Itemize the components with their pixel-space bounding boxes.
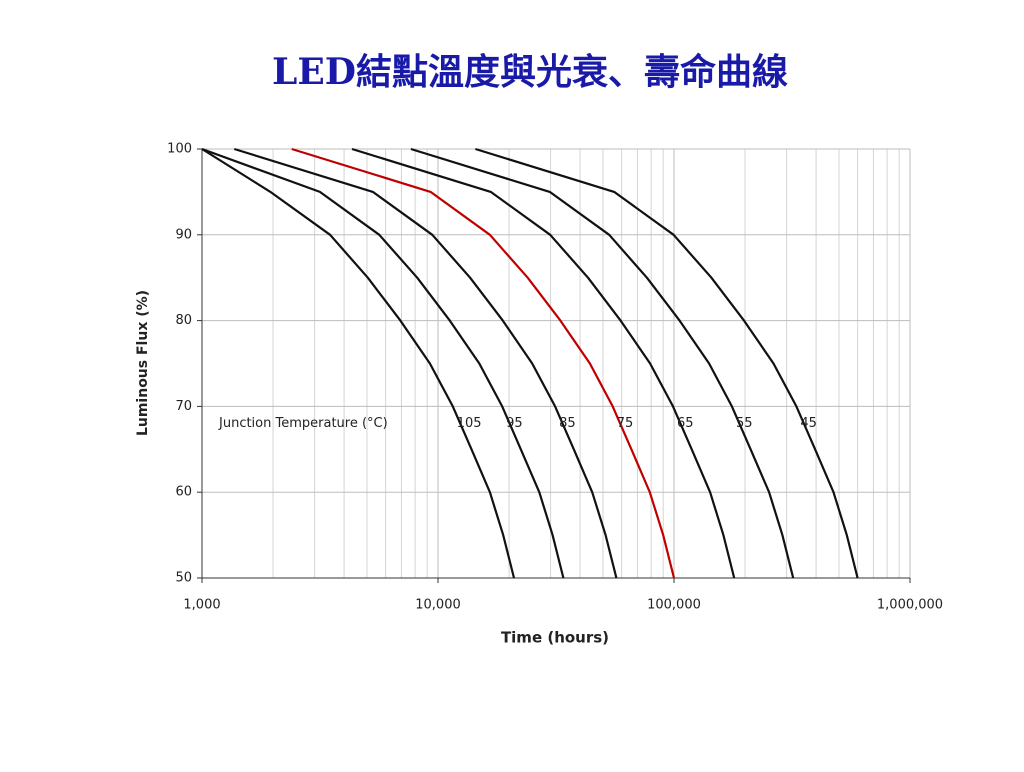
series-label: 75: [617, 416, 634, 431]
line-series: [410, 147, 795, 579]
series-label: 55: [736, 416, 753, 431]
line-series: [233, 147, 618, 579]
x-tick-label: 1,000: [183, 598, 220, 613]
series-label: 105: [457, 416, 482, 431]
x-tick-label: 10,000: [415, 598, 461, 613]
y-tick-label: 100: [167, 142, 192, 157]
y-tick-label: 60: [175, 485, 192, 500]
y-tick-label: 70: [175, 399, 192, 414]
y-axis-label: Luminous Flux (%): [135, 290, 151, 436]
line-series: [475, 147, 859, 579]
x-axis-label: Time (hours): [501, 629, 609, 647]
annotation: Junction Temperature (°C): [218, 416, 388, 431]
series-label: 65: [677, 416, 694, 431]
slide-title: LED結點溫度與光衰、壽命曲線: [272, 51, 788, 93]
x-tick-label: 100,000: [647, 598, 701, 613]
y-tick-label: 50: [175, 571, 192, 586]
x-tick-label: 1,000,000: [877, 598, 943, 613]
line-series: [201, 147, 565, 579]
line-series: [351, 147, 736, 579]
line-series: [291, 147, 676, 579]
series-label: 95: [506, 416, 523, 431]
chart-area: [120, 112, 976, 660]
series-label: 45: [800, 416, 817, 431]
line-series: [201, 148, 516, 579]
y-tick-label: 80: [175, 313, 192, 328]
series-label: 85: [559, 416, 576, 431]
y-tick-label: 90: [175, 227, 192, 242]
